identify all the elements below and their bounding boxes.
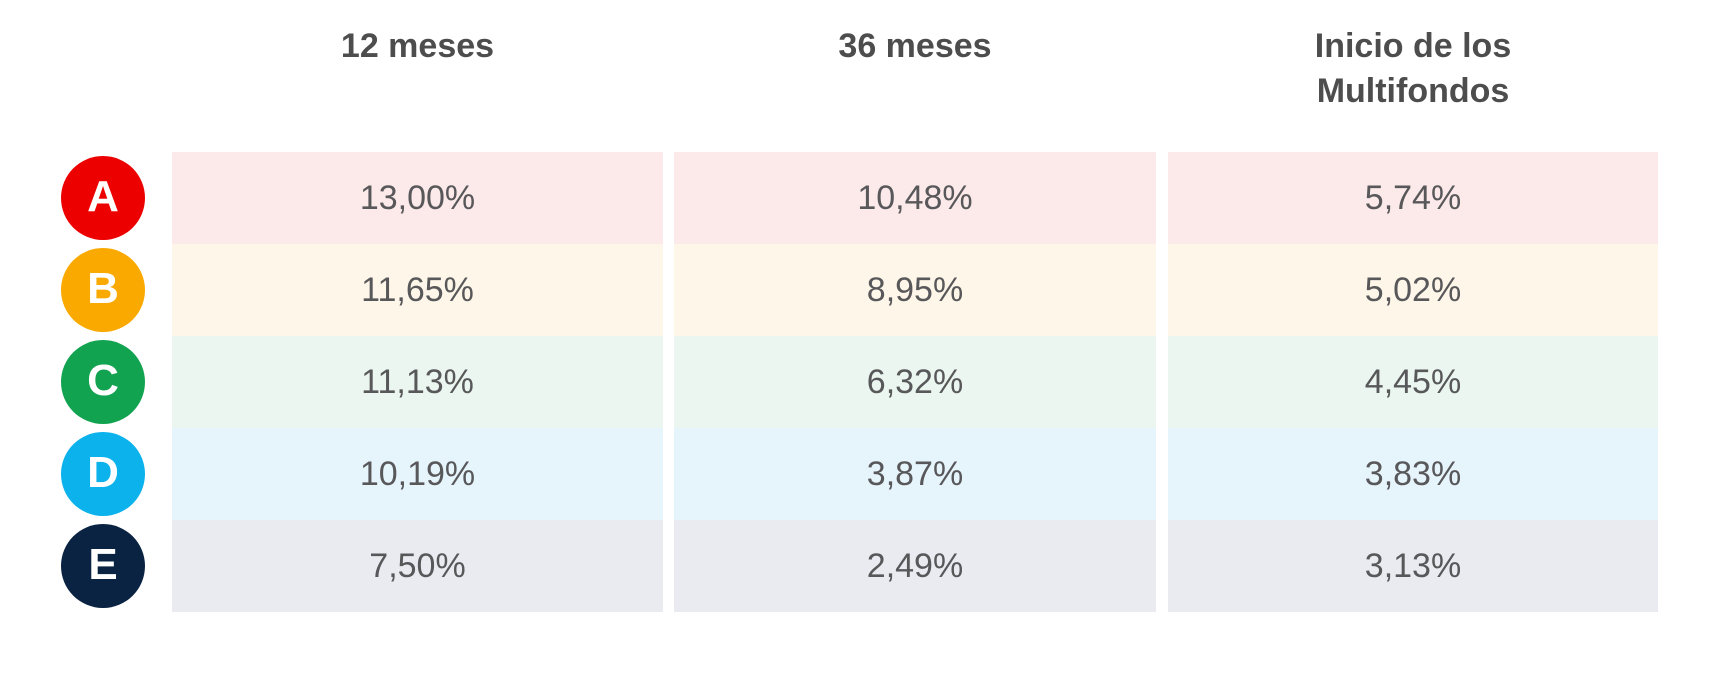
fund-c-36-meses-value: 6,32% [674, 336, 1156, 428]
table-row-fund-c: C 11,13% 6,32% 4,45% [0, 336, 1658, 428]
fund-b-36-meses-value: 8,95% [674, 244, 1156, 336]
fund-d-12-meses-value: 10,19% [172, 428, 663, 520]
fund-a-36-meses-value: 10,48% [674, 152, 1156, 244]
table-row-fund-e: E 7,50% 2,49% 3,13% [0, 520, 1658, 612]
badge-cell: C [0, 336, 172, 428]
fund-a-12-meses-value: 13,00% [172, 152, 663, 244]
table-header-row: 12 meses 36 meses Inicio de los Multifon… [0, 24, 1658, 114]
column-header-36-meses: 36 meses [838, 27, 992, 65]
table-row-fund-a: A 13,00% 10,48% 5,74% [0, 152, 1658, 244]
fund-c-badge: C [61, 340, 145, 424]
badge-cell: E [0, 520, 172, 612]
fund-a-inicio-value: 5,74% [1168, 152, 1658, 244]
fund-e-36-meses-value: 2,49% [674, 520, 1156, 612]
fund-d-badge: D [61, 432, 145, 516]
table-row-fund-b: B 11,65% 8,95% 5,02% [0, 244, 1658, 336]
fund-c-12-meses-value: 11,13% [172, 336, 663, 428]
column-header-12-meses: 12 meses [340, 27, 495, 65]
fund-e-inicio-value: 3,13% [1168, 520, 1658, 612]
badge-cell: B [0, 244, 172, 336]
fund-e-12-meses-value: 7,50% [172, 520, 663, 612]
fund-b-12-meses-value: 11,65% [172, 244, 663, 336]
badge-cell: A [0, 152, 172, 244]
badge-cell: D [0, 428, 172, 520]
column-header-inicio-multifondos: Inicio de los Multifondos [1168, 24, 1658, 114]
fund-c-inicio-value: 4,45% [1168, 336, 1658, 428]
header-spacer [0, 24, 172, 114]
returns-table: A 13,00% 10,48% 5,74% B 11,65% 8,95% 5,0… [0, 152, 1658, 612]
fund-a-badge: A [61, 156, 145, 240]
table-row-fund-d: D 10,19% 3,87% 3,83% [0, 428, 1658, 520]
fund-e-badge: E [61, 524, 145, 608]
fund-b-inicio-value: 5,02% [1168, 244, 1658, 336]
fund-d-inicio-value: 3,83% [1168, 428, 1658, 520]
fund-b-badge: B [61, 248, 145, 332]
column-header-inicio-multifondos-label: Inicio de los Multifondos [1314, 27, 1512, 110]
fund-d-36-meses-value: 3,87% [674, 428, 1156, 520]
